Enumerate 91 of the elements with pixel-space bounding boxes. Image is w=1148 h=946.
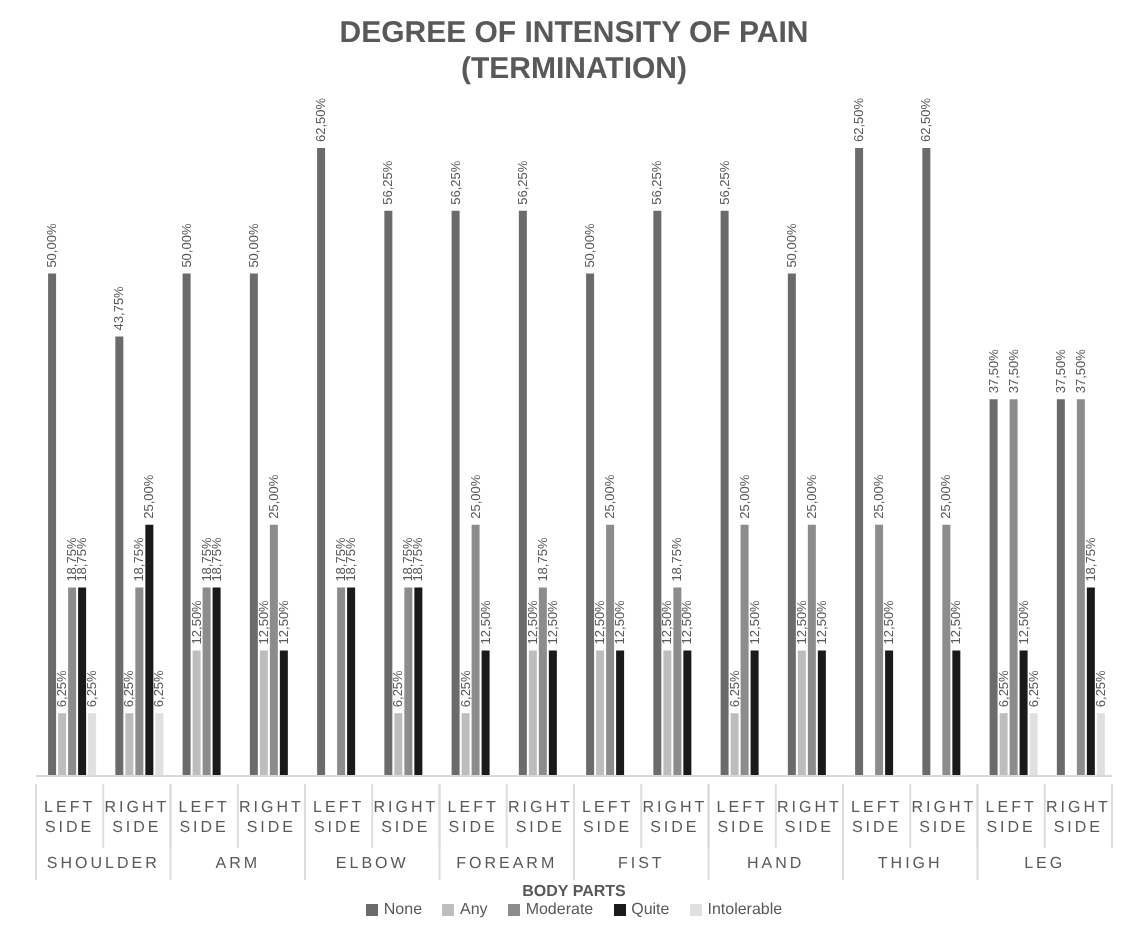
bar <box>192 650 201 776</box>
bar <box>1009 399 1018 776</box>
bar <box>259 650 268 776</box>
x-tick-label: RIGHT SIDE <box>104 798 170 836</box>
bar <box>1056 399 1065 776</box>
bar <box>1019 650 1028 776</box>
bar <box>740 524 749 776</box>
bar <box>145 524 154 776</box>
bar <box>471 524 480 776</box>
bar <box>78 587 87 776</box>
bar <box>855 148 864 776</box>
bar <box>616 650 625 776</box>
bar <box>68 587 77 776</box>
bar <box>653 210 662 776</box>
bar <box>787 273 796 776</box>
bar <box>404 587 413 776</box>
bar <box>451 210 460 776</box>
bar <box>596 650 605 776</box>
bar <box>730 713 739 776</box>
bar <box>807 524 816 776</box>
bar <box>182 273 191 776</box>
bar <box>885 650 894 776</box>
x-tick-label: LEFT SIDE <box>851 798 903 836</box>
bar <box>538 587 547 776</box>
bar <box>58 713 67 776</box>
bar <box>528 650 537 776</box>
bar <box>952 650 961 776</box>
bar <box>461 713 470 776</box>
bar <box>481 650 490 776</box>
bar <box>212 587 221 776</box>
legend-label: Moderate <box>525 900 594 918</box>
bar <box>1076 399 1085 776</box>
bar <box>683 650 692 776</box>
legend-label: Quite <box>631 900 670 918</box>
text: SHOULDER <box>46 854 160 872</box>
x-tick-label: LEFT SIDE <box>44 798 96 836</box>
x-tick-label: LEFT SIDE <box>716 798 768 836</box>
bar <box>999 713 1008 776</box>
x-tick-label: LEFT SIDE <box>985 798 1037 836</box>
bar <box>989 399 998 776</box>
bar <box>797 650 806 776</box>
bar <box>875 524 884 776</box>
x-tick-label: RIGHT SIDE <box>911 798 977 836</box>
bar <box>663 650 672 776</box>
x-tick-label: RIGHT SIDE <box>1045 798 1111 836</box>
bar <box>279 650 288 776</box>
text: LEG <box>1024 854 1066 872</box>
legend-label: None <box>383 900 423 918</box>
bar <box>750 650 759 776</box>
text: ARM <box>215 854 261 872</box>
bar <box>337 587 346 776</box>
x-tick-label: LEFT SIDE <box>313 798 365 836</box>
bar <box>135 587 144 776</box>
bar <box>518 210 527 776</box>
bar <box>606 524 615 776</box>
bar <box>942 524 951 776</box>
bar <box>317 148 326 776</box>
x-axis-title: BODY PARTS <box>522 882 628 900</box>
x-tick-label: RIGHT SIDE <box>238 798 304 836</box>
bar <box>384 210 393 776</box>
bar <box>48 273 57 776</box>
x-tick-label: LEFT SIDE <box>447 798 499 836</box>
text: ELBOW <box>335 854 409 872</box>
bar <box>125 713 134 776</box>
bar <box>1086 587 1095 776</box>
x-tick-label: RIGHT SIDE <box>507 798 573 836</box>
bar <box>586 273 595 776</box>
bar <box>548 650 557 776</box>
bar <box>673 587 682 776</box>
bar <box>269 524 278 776</box>
bar <box>817 650 826 776</box>
x-tick-label: RIGHT SIDE <box>642 798 708 836</box>
legend-label: Intolerable <box>707 900 783 918</box>
bar <box>394 713 403 776</box>
text: THIGH <box>877 854 943 872</box>
x-tick-label: RIGHT SIDE <box>373 798 439 836</box>
chart-title: DEGREE OF INTENSITY OF PAIN (TERMINATION) <box>337 16 811 88</box>
bar <box>720 210 729 776</box>
x-tick-label: RIGHT SIDE <box>776 798 842 836</box>
x-tick-label: LEFT SIDE <box>178 798 230 836</box>
bar <box>922 148 931 776</box>
bar <box>347 587 356 776</box>
text: HAND <box>747 854 805 872</box>
text: FOREARM <box>456 854 558 872</box>
bar <box>202 587 211 776</box>
legend-label: Any <box>460 900 488 918</box>
bar <box>414 587 423 776</box>
bar <box>249 273 258 776</box>
bar <box>115 336 124 776</box>
text: FIST <box>617 854 665 872</box>
x-tick-label: LEFT SIDE <box>582 798 634 836</box>
